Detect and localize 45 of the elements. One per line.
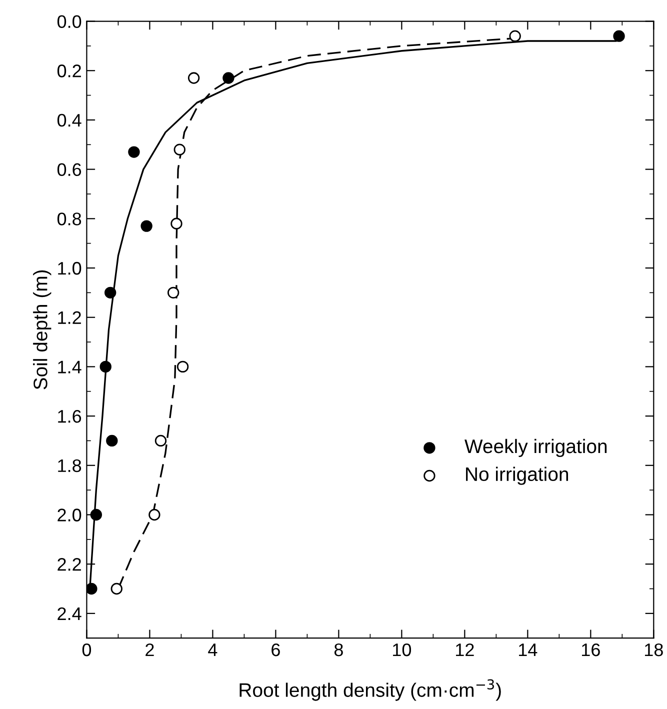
y-tick-label: 0.8 [57, 212, 82, 226]
x-tick-label: 2 [146, 643, 154, 656]
point [509, 30, 521, 42]
point [170, 218, 182, 230]
point [613, 30, 625, 42]
x-tick-label: 10 [393, 643, 412, 656]
point [106, 434, 118, 447]
point [140, 220, 152, 232]
point [104, 286, 116, 299]
point [154, 434, 167, 447]
x-axis-title: Root length density (cm·cm$^{−3}$) [240, 679, 501, 701]
point [90, 508, 102, 521]
x-tick-label: 6 [272, 643, 280, 656]
x-tick-label: 18 [644, 643, 663, 656]
x-tick-label: 14 [519, 644, 538, 656]
legend-label: Weekly irrigation [464, 438, 607, 458]
point [86, 582, 98, 595]
y-tick-label: 0.4 [57, 114, 82, 127]
point [222, 72, 234, 84]
y-tick-label: 1.6 [58, 410, 82, 423]
point [110, 582, 122, 595]
point [148, 508, 160, 521]
point [174, 144, 186, 156]
y-tick-label: 1.0 [58, 262, 82, 275]
legend-label: No irrigation [466, 466, 568, 485]
y-tick-label: 0.6 [57, 163, 82, 176]
y-tick-label: 1.8 [58, 459, 82, 472]
y-tick-label: 0.0 [57, 15, 82, 28]
point [128, 146, 140, 158]
y-tick-label: 0.2 [57, 64, 81, 78]
point [100, 360, 112, 373]
point [188, 72, 200, 84]
x-tick-label: 0 [82, 643, 92, 656]
x-tick-label: 16 [582, 643, 600, 656]
point [167, 286, 180, 299]
y-tick-label: 1.4 [58, 360, 82, 374]
y-tick-label: 2.4 [58, 607, 82, 620]
y-tick-label: 1.2 [58, 311, 81, 324]
point [176, 360, 189, 373]
y-axis-title: Soil depth (m) [33, 270, 52, 390]
x-tick-label: 4 [208, 644, 218, 656]
y-tick-label: 2.0 [58, 508, 82, 522]
y-tick-label: 2.2 [58, 558, 81, 571]
x-tick-label: 12 [456, 643, 474, 656]
x-tick-label: 8 [334, 643, 343, 656]
